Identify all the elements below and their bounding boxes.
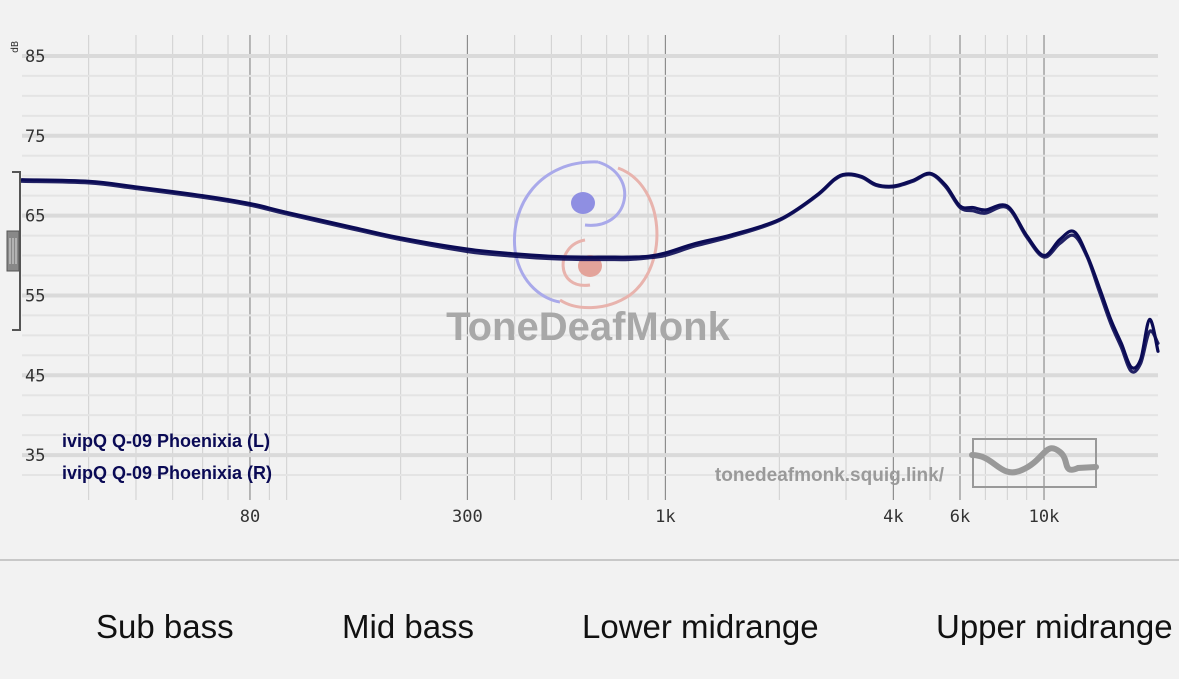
y-tick-label: 45 <box>25 366 45 386</box>
band-label: Mid bass <box>342 608 475 645</box>
legend-item-left[interactable]: ivipQ Q-09 Phoenixia (L) <box>62 431 270 451</box>
series-layer <box>20 171 1160 374</box>
x-tick-label: 1k <box>655 507 675 527</box>
y-tick-label: 55 <box>25 286 45 306</box>
logo-swirl-blue-inner <box>584 160 627 227</box>
y-tick-label: 35 <box>25 446 45 466</box>
x-axis: 80 300 1k 4k 6k 10k <box>240 507 1060 527</box>
watermark-brand: ToneDeafMonk <box>446 305 730 349</box>
logo-swirl-blue <box>512 160 599 304</box>
y-axis: 85 75 65 55 45 35 <box>25 47 45 466</box>
logo-fist-blue <box>571 192 595 214</box>
y-tick-label: 85 <box>25 47 45 67</box>
band-divider <box>0 559 1179 561</box>
legend-item-right[interactable]: ivipQ Q-09 Phoenixia (R) <box>62 463 272 483</box>
frequency-response-chart: ToneDeafMonk 85 75 65 55 45 35 dB 80 300 1k 4k 6k… <box>6 35 1160 527</box>
watermark-logo: ToneDeafMonk <box>446 160 731 349</box>
x-tick-label: 300 <box>452 507 483 527</box>
y-scale-handle[interactable] <box>6 171 21 331</box>
frequency-band-labels: Sub bass Mid bass Lower midrange Upper m… <box>0 561 1179 679</box>
logo-swirl-red <box>559 166 659 310</box>
series-line-right[interactable] <box>20 172 1160 374</box>
x-tick-label: 10k <box>1029 507 1060 527</box>
x-tick-label: 4k <box>883 507 903 527</box>
squig-logo <box>969 438 1099 488</box>
band-label: Upper midrange <box>936 608 1173 645</box>
watermark-url: tonedeafmonk.squig.link/ <box>715 465 945 486</box>
band-label: Lower midrange <box>582 608 819 645</box>
legend: ivipQ Q-09 Phoenixia (L) ivipQ Q-09 Phoe… <box>62 431 272 483</box>
y-tick-label: 75 <box>25 127 45 147</box>
logo-swirl-red-inner <box>561 238 591 287</box>
x-tick-label: 80 <box>240 507 260 527</box>
x-tick-label: 6k <box>950 507 970 527</box>
y-axis-unit: dB <box>10 41 21 53</box>
y-tick-label: 65 <box>25 207 45 227</box>
band-label: Sub bass <box>96 608 234 645</box>
